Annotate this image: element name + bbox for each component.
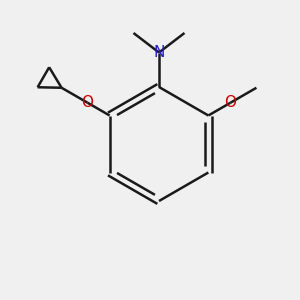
- Text: N: N: [153, 45, 165, 60]
- Text: O: O: [82, 95, 94, 110]
- Text: O: O: [224, 95, 236, 110]
